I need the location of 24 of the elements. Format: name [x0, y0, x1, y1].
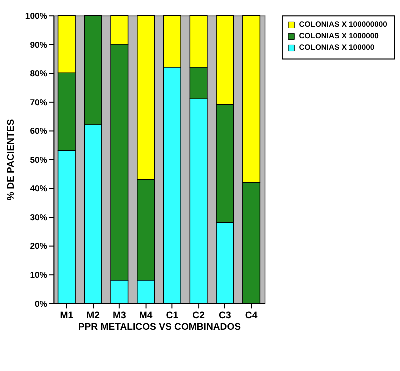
- x-tick-label: C2: [192, 310, 205, 322]
- x-tick-label: M1: [60, 310, 74, 322]
- y-tick-label: 100%: [25, 10, 48, 21]
- y-axis-title: % DE PACIENTES: [6, 118, 17, 201]
- y-tick-label: 70%: [30, 97, 48, 108]
- legend-label: COLONIAS X 100000000: [299, 20, 388, 30]
- legend-label: COLONIAS X 100000: [299, 43, 375, 52]
- legend-label: COLONIAS X 1000000: [299, 32, 379, 41]
- x-tick-label: C1: [166, 310, 180, 322]
- x-tick-label: M2: [86, 310, 100, 322]
- y-tick-label: 10%: [30, 270, 48, 280]
- x-tick-label: C3: [219, 310, 232, 322]
- y-tick-label: 20%: [30, 241, 48, 252]
- y-tick-label: 80%: [30, 68, 48, 79]
- x-tick-label: M3: [113, 310, 126, 322]
- x-axis-title: PPR METALICOS VS COMBINADOS: [78, 322, 242, 333]
- y-tick-label: 50%: [30, 154, 48, 165]
- y-tick-label: 30%: [30, 212, 48, 222]
- y-tick-label: 40%: [30, 184, 48, 194]
- y-tick-label: 60%: [30, 126, 48, 136]
- y-tick-label: 90%: [30, 40, 48, 50]
- x-tick-label: M4: [139, 310, 154, 322]
- y-tick-label: 0%: [35, 298, 48, 309]
- x-tick-label: C4: [245, 310, 258, 322]
